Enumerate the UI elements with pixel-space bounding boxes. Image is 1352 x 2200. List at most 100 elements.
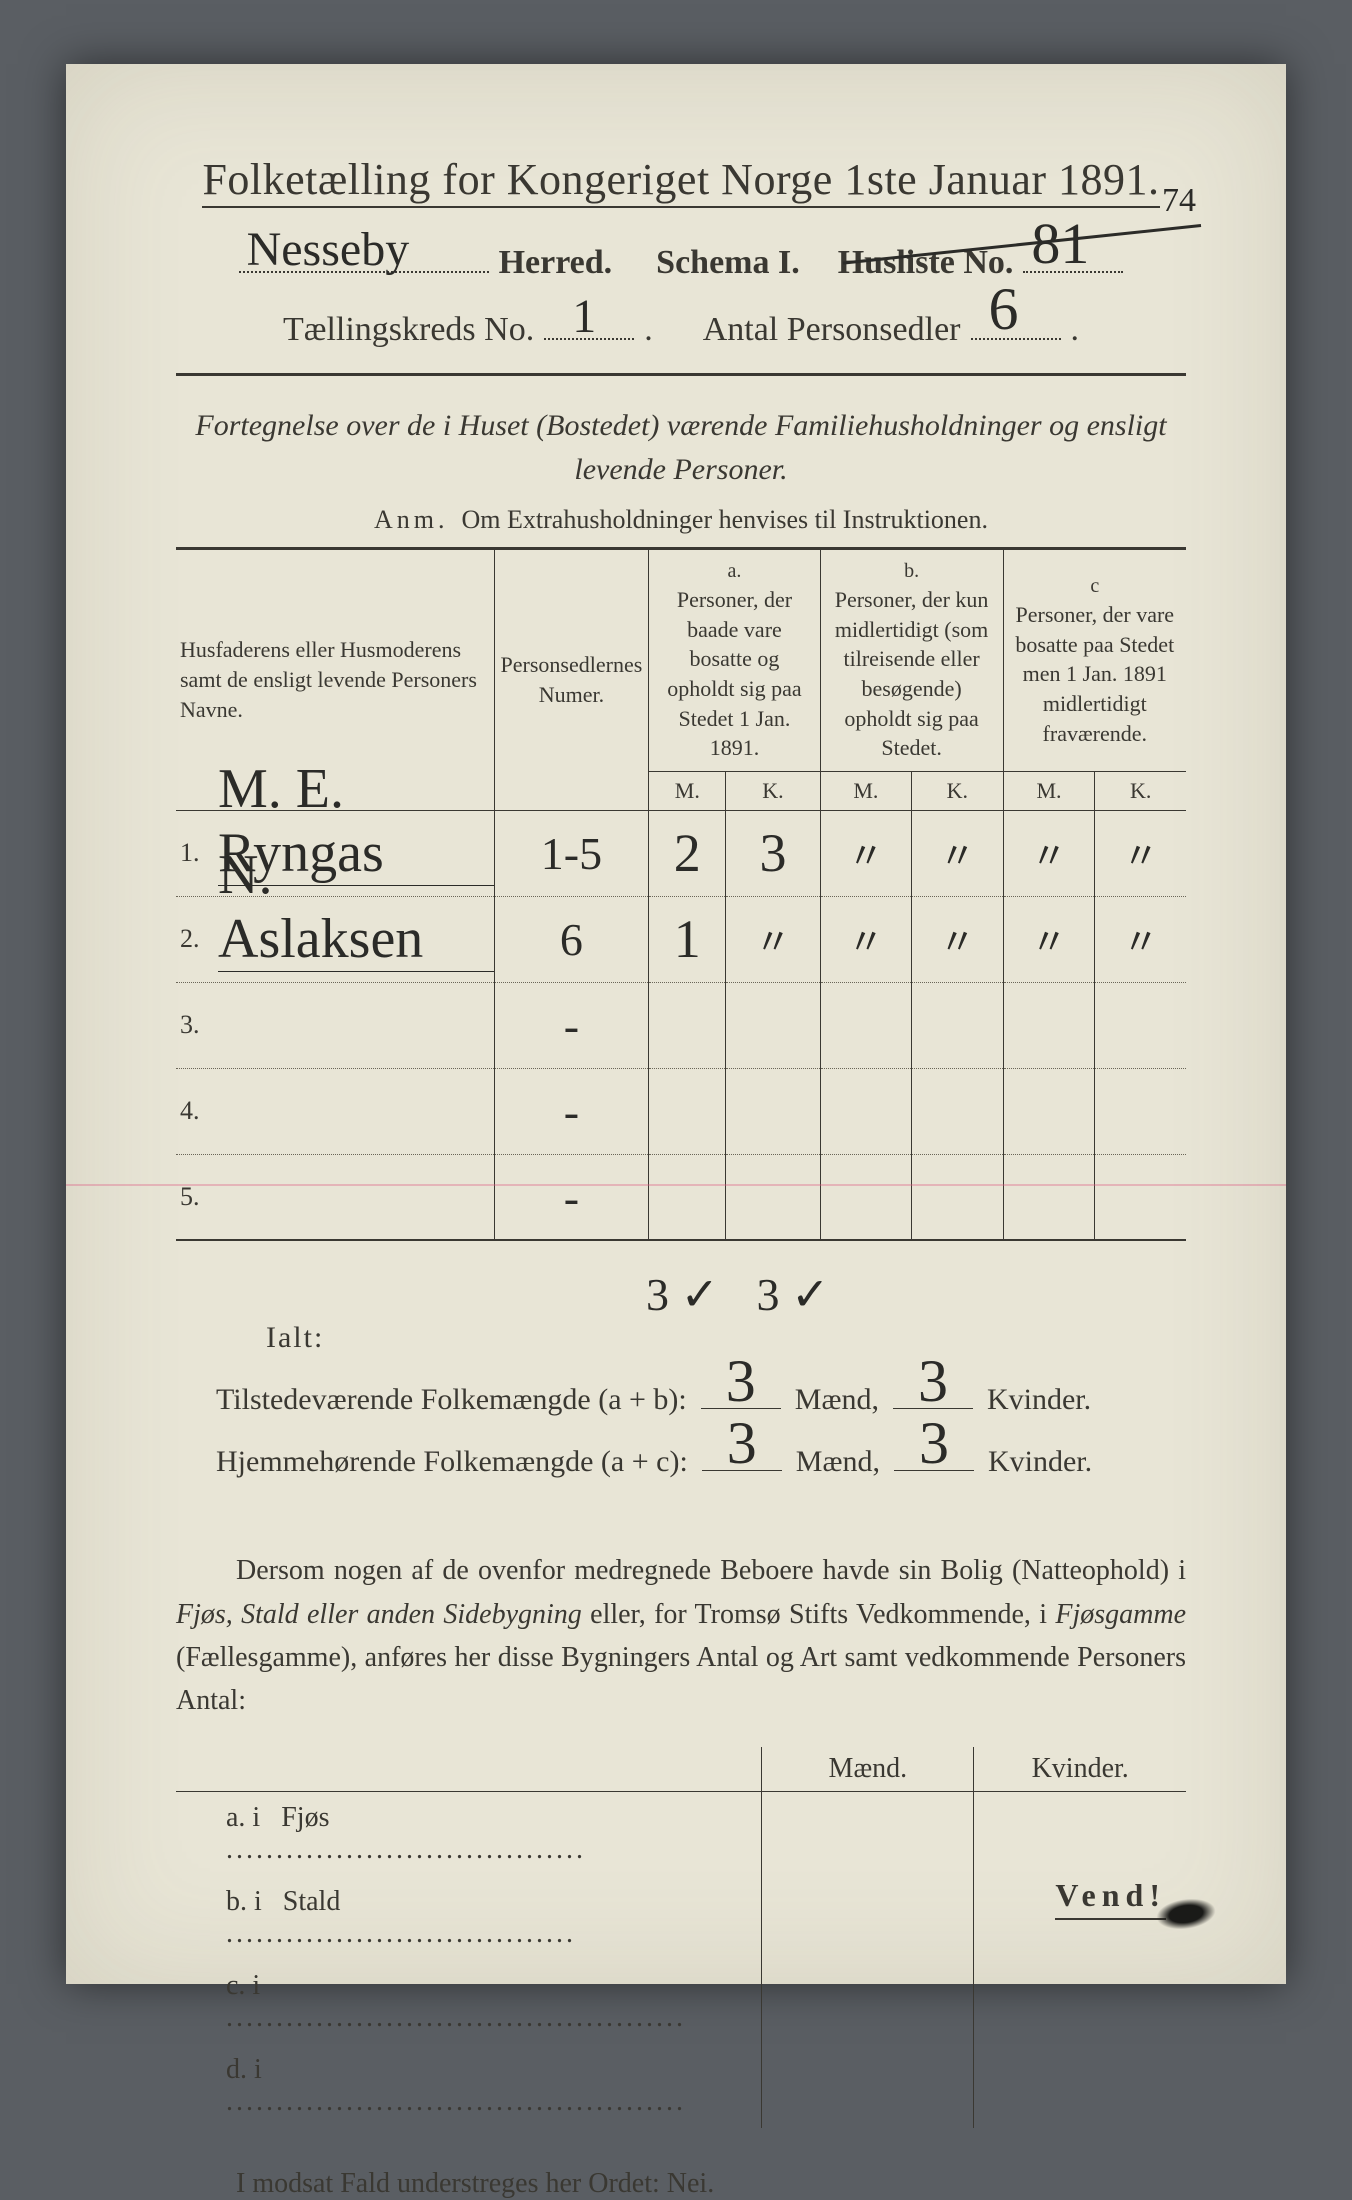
col-a-k: K. <box>726 772 820 811</box>
col-b-text: Personer, der kun midlertidigt (som tilr… <box>827 585 997 763</box>
table-cell <box>912 982 1003 1068</box>
present-row: Tilstedeværende Folkemængde (a + b): 3 M… <box>216 1365 1186 1417</box>
col-b-m: M. <box>820 772 911 811</box>
side-kvinder-cell <box>974 1960 1186 2044</box>
census-table: Husfaderens eller Husmoderens samt de en… <box>176 547 1186 1241</box>
table-cell <box>726 1154 820 1240</box>
anm-text: Om Extrahusholdninger henvises til Instr… <box>462 505 988 534</box>
table-cell: 〃 <box>820 810 911 896</box>
maend-label-2: Mænd, <box>796 1445 880 1479</box>
header-row-1: Nesseby Herred. Schema I. Husliste No. 8… <box>176 233 1186 282</box>
home-k-field: 3 <box>894 1427 974 1471</box>
kreds-field: 1 <box>544 300 634 340</box>
table-cell <box>1095 982 1186 1068</box>
table-cell: 〃 <box>1095 810 1186 896</box>
table-row: 5.- <box>176 1154 1186 1240</box>
col-b-k: K. <box>912 772 1003 811</box>
table-cell: 〃 <box>726 896 820 982</box>
table-cell <box>649 982 726 1068</box>
table-row: 2.N. Aslaksen61〃〃〃〃〃 <box>176 896 1186 982</box>
side-label-cell: c. i ...................................… <box>176 1960 762 2044</box>
herred-field: Nesseby <box>239 233 489 273</box>
side-maend-cell <box>762 2044 974 2128</box>
col-a-text: Personer, der baade vare bosatte og opho… <box>655 585 813 763</box>
present-m-field: 3 <box>701 1365 781 1409</box>
col-a-m: M. <box>649 772 726 811</box>
home-m: 3 <box>727 1409 757 1478</box>
table-cell: 1-5 <box>494 810 649 896</box>
table-cell: 〃 <box>912 810 1003 896</box>
table-cell <box>912 1154 1003 1240</box>
table-cell: 〃 <box>912 896 1003 982</box>
nei-line: I modsat Fald understreges her Ordet: Ne… <box>176 2168 1186 2200</box>
table-cell <box>1003 1154 1095 1240</box>
home-k: 3 <box>919 1409 949 1478</box>
table-cell <box>820 982 911 1068</box>
table-cell <box>1003 982 1095 1068</box>
table-cell: 2 <box>649 810 726 896</box>
present-k: 3 <box>918 1347 948 1416</box>
page-title: Folketælling for Kongeriget Norge 1ste J… <box>176 154 1186 205</box>
check-m: 3 ✓ <box>646 1269 719 1320</box>
side-label-cell: d. i ...................................… <box>176 2044 762 2128</box>
kreds-value: 1 <box>572 289 596 344</box>
personsedler-value: 6 <box>989 275 1019 344</box>
home-row: Hjemmehørende Folkemængde (a + c): 3 Mæn… <box>216 1427 1186 1479</box>
anm-label: Anm. <box>374 505 449 534</box>
margin-annotation: 74 <box>1162 182 1196 220</box>
side-empty-header <box>176 1747 762 1792</box>
kvinder-label: Kvinder. <box>987 1383 1091 1417</box>
para-mid: eller, for Tromsø Stifts Vedkommende, i <box>582 1599 1056 1630</box>
form-subtitle: Fortegnelse over de i Huset (Bostedet) v… <box>176 404 1186 491</box>
header-row-2: Tællingskreds No. 1 . Antal Personsedler… <box>176 300 1186 349</box>
pink-rule-1 <box>66 1184 1286 1186</box>
table-cell: - <box>494 1068 649 1154</box>
table-cell <box>726 1068 820 1154</box>
table-cell: 〃 <box>1095 896 1186 982</box>
table-row: 4.- <box>176 1068 1186 1154</box>
col-c-text: Personer, der vare bosatte paa Stedet me… <box>1010 600 1180 748</box>
col-names-header: Husfaderens eller Husmoderens samt de en… <box>180 637 477 721</box>
maend-label: Mænd, <box>795 1383 879 1417</box>
col-b-letter: b. <box>827 558 997 585</box>
table-cell <box>649 1068 726 1154</box>
table-cell <box>820 1068 911 1154</box>
side-kvinder-cell <box>974 1791 1186 1876</box>
census-form-paper: Folketælling for Kongeriget Norge 1ste J… <box>66 64 1286 1984</box>
vend-label: Vend! <box>1055 1877 1166 1914</box>
husliste-label: Husliste No. <box>838 244 1014 282</box>
side-maend-header: Mænd. <box>762 1747 974 1792</box>
table-cell: 2.N. Aslaksen <box>176 896 494 982</box>
table-cell: 〃 <box>1003 810 1095 896</box>
col-numer-header: Personsedlernes Numer. <box>501 652 643 707</box>
sidebygning-paragraph: Dersom nogen af de ovenfor medregnede Be… <box>176 1549 1186 1723</box>
para-i2: Fjøsgamme <box>1055 1599 1186 1630</box>
table-cell: 6 <box>494 896 649 982</box>
table-cell: - <box>494 982 649 1068</box>
table-cell <box>726 982 820 1068</box>
side-maend-cell <box>762 1876 974 1960</box>
side-table-row: d. i ...................................… <box>176 2044 1186 2128</box>
kreds-label: Tællingskreds No. <box>283 311 534 349</box>
table-cell <box>1095 1068 1186 1154</box>
personsedler-label: Antal Personsedler <box>703 311 961 349</box>
table-cell: 3 <box>726 810 820 896</box>
table-row: 3.- <box>176 982 1186 1068</box>
table-cell <box>649 1154 726 1240</box>
para-paren: (Fællesgamme), anføres her disse Bygning… <box>176 1642 1186 1716</box>
col-c-m: M. <box>1003 772 1095 811</box>
check-row: 3 ✓ 3 ✓ <box>646 1267 1186 1321</box>
check-k: 3 ✓ <box>757 1269 830 1320</box>
table-cell: 3. <box>176 982 494 1068</box>
home-m-field: 3 <box>702 1427 782 1471</box>
present-k-field: 3 <box>893 1365 973 1409</box>
kvinder-label-2: Kvinder. <box>988 1445 1092 1479</box>
divider-rule <box>176 373 1186 376</box>
table-cell: 1 <box>649 896 726 982</box>
para-i1: Fjøs, Stald eller anden Sidebygning <box>176 1599 582 1630</box>
anm-note: Anm. Om Extrahusholdninger henvises til … <box>176 505 1186 535</box>
totals-section: 3 ✓ 3 ✓ Ialt: Tilstedeværende Folkemængd… <box>176 1267 1186 1479</box>
personsedler-field: 6 <box>971 300 1061 340</box>
husliste-value: 81 <box>1031 210 1089 277</box>
sidebygning-table: Mænd. Kvinder. a. i Fjøs................… <box>176 1747 1186 2128</box>
